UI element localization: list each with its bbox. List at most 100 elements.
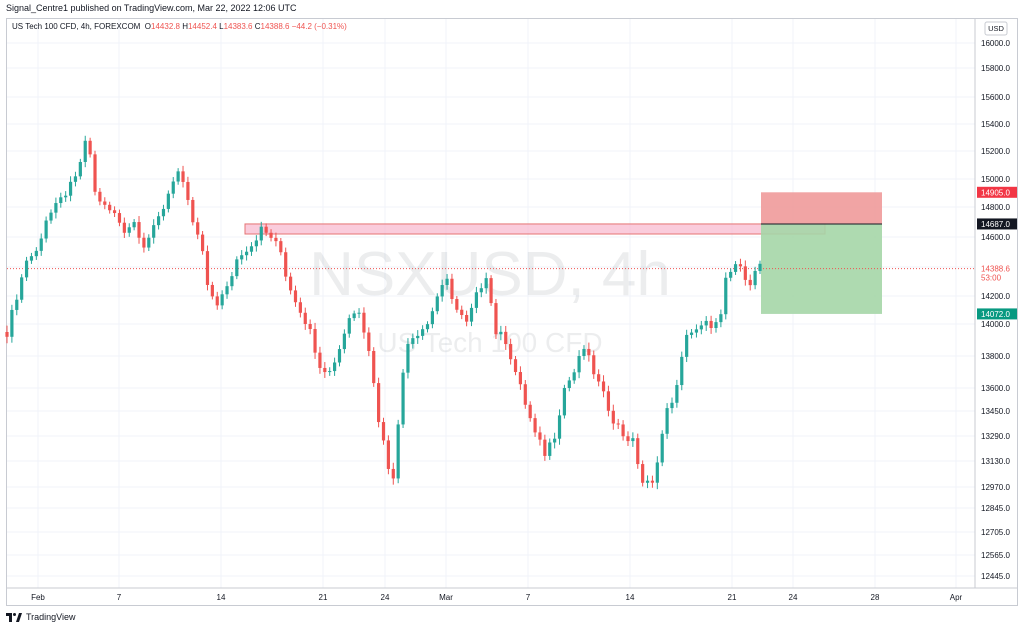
candle-body [44, 220, 48, 239]
price-tick-label: 12970.0 [981, 483, 1010, 492]
candle-body [699, 325, 703, 330]
candle-body [528, 404, 532, 419]
candle-body [235, 259, 239, 277]
candle-body [122, 222, 126, 233]
candle-body [626, 436, 630, 442]
candle-body [660, 433, 664, 463]
candle-body [64, 195, 68, 198]
candle-body [714, 322, 718, 329]
legend-change: −44.2 (−0.31%) [291, 22, 347, 31]
last-price-tag-countdown: 53:00 [981, 274, 1002, 283]
candle-body [313, 329, 317, 353]
candle-body [15, 299, 19, 310]
candle-body [225, 286, 229, 295]
candle-body [210, 284, 214, 297]
candle-body [254, 240, 258, 247]
legend-o-label: O [144, 22, 152, 31]
candle-body [655, 462, 659, 483]
price-tick-label: 13450.0 [981, 407, 1010, 416]
legend-h-label: H [182, 22, 188, 31]
legend-open: 14432.8 [151, 22, 180, 31]
candle-body [298, 302, 302, 313]
target-price-tag-bg [977, 308, 1017, 320]
candle-body [665, 408, 669, 434]
candle-body [557, 415, 562, 439]
candle-body [641, 464, 645, 483]
position-zones [7, 192, 975, 314]
price-tick-label: 15600.0 [981, 93, 1010, 102]
candle-body [161, 208, 166, 217]
candle-body [650, 480, 655, 483]
candle-body [616, 423, 620, 425]
price-tags: 14905.0 14687.0 14388.653:00 14072.0 [977, 186, 1017, 320]
candle-body [391, 468, 395, 479]
price-tick-label: 14600.0 [981, 233, 1010, 242]
ohlc-legend: US Tech 100 CFD, 4h, FOREXCOM O14432.8 H… [12, 22, 347, 31]
candle-body [670, 402, 674, 409]
candle-body [244, 251, 249, 256]
watermark-name: US Tech 100 CFD [377, 327, 602, 358]
candle-body [34, 250, 38, 257]
candle-body [469, 307, 474, 322]
candle-body [240, 255, 244, 260]
candle-body [474, 292, 479, 308]
candle-body [337, 349, 342, 363]
candle-body [269, 232, 273, 238]
candle-body [499, 331, 503, 335]
candle-body [406, 343, 410, 373]
time-tick-label: 21 [728, 593, 737, 602]
entry-price-tag-bg [977, 218, 1017, 230]
tradingview-logo-icon [6, 612, 22, 622]
candle-body [430, 311, 434, 325]
candle-body [567, 380, 571, 389]
legend-symbol: US Tech 100 CFD, 4h, FOREXCOM [12, 22, 141, 31]
candle-body [440, 285, 444, 297]
candle-body [758, 263, 762, 271]
currency-button[interactable] [984, 21, 1008, 36]
price-tick-label: 12845.0 [981, 504, 1010, 513]
candle-body [425, 324, 430, 330]
take-profit-zone [761, 223, 882, 314]
candle-body [323, 367, 327, 373]
stop-price-tag: 14905.0 [981, 188, 1010, 197]
candle-body [152, 225, 156, 238]
candle-body [523, 384, 527, 405]
candle-body [533, 418, 537, 433]
candle-body [108, 204, 112, 211]
price-tick-label: 12445.0 [981, 572, 1010, 581]
candle-body [386, 440, 390, 469]
candle-body [518, 372, 523, 385]
candle-body [284, 252, 288, 277]
time-tick-label: 7 [117, 593, 122, 602]
candle-body [259, 226, 263, 241]
candle-body [132, 222, 136, 228]
chart-frame [6, 18, 1018, 606]
published-header: Signal_Centre1 published on TradingView.… [6, 3, 297, 13]
candle-body [24, 260, 29, 278]
candle-body [704, 320, 708, 326]
price-tick-label: 12565.0 [981, 551, 1010, 560]
candle-body [93, 154, 97, 192]
candle-body [220, 294, 224, 306]
candle-body [738, 264, 743, 267]
candle-body [196, 222, 200, 235]
candle-body [68, 181, 73, 196]
candle-body [20, 277, 24, 300]
candle-body [538, 432, 542, 440]
last-price-tag-bg [977, 263, 1017, 284]
time-tick-label: Apr [950, 593, 963, 602]
candle-body [362, 312, 366, 333]
candle-body [675, 385, 679, 403]
candle-body [127, 227, 131, 233]
price-axis: 16000.0 15800.0 15600.0 15400.0 15200.0 15000… [974, 19, 1010, 588]
candle-body [489, 278, 493, 304]
candle-body [279, 241, 283, 253]
candle-body [709, 320, 713, 329]
candle-body [733, 264, 738, 272]
candle-body [112, 210, 117, 214]
candle-body [689, 332, 694, 335]
price-tick-label: 15800.0 [981, 64, 1010, 73]
candle-body [743, 266, 747, 280]
candle-body [5, 332, 9, 337]
